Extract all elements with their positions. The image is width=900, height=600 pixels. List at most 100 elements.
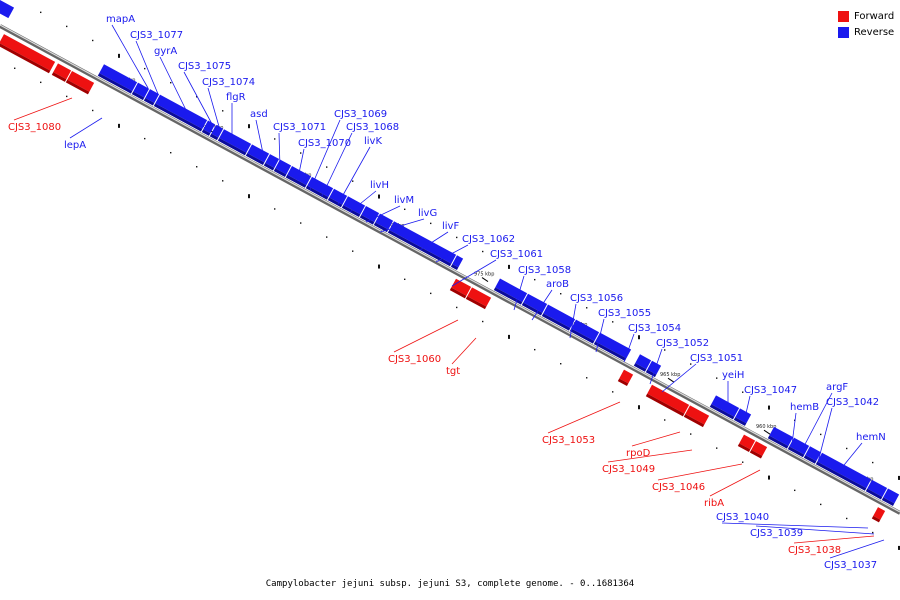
gene-label[interactable]: CJS3_1077 [130,30,183,41]
gene-yeih[interactable] [709,395,740,420]
gene-label[interactable]: livM [394,195,414,206]
gene-hemn[interactable] [815,452,872,491]
gene-label[interactable]: CJS3_1075 [178,61,231,72]
gene-box [275,159,292,175]
gene-hemb[interactable] [767,426,794,449]
leader-line [419,231,449,251]
gene-label[interactable]: lepA [64,140,86,151]
gene-label[interactable]: argF [826,382,848,393]
gene-label[interactable]: livK [364,136,382,147]
gene-label[interactable]: CJS3_1062 [462,234,515,245]
gene-label[interactable]: CJS3_1080 [8,122,61,133]
gene-label[interactable]: hemN [856,432,886,443]
gene-cjs3-1074[interactable] [209,124,224,141]
gene-cjs3-1049[interactable] [683,405,710,428]
kbp-label: 965 kbp [660,372,680,378]
gene-livk[interactable] [327,188,348,208]
gene-cjs3-1040[interactable] [865,479,888,500]
gene-label[interactable]: tgt [446,366,460,377]
gene-label[interactable]: CJS3_1071 [273,122,326,133]
gene-rpod[interactable] [645,384,690,417]
gene-label[interactable]: CJS3_1042 [826,397,879,408]
gene-label[interactable]: CJS3_1051 [690,353,743,364]
gene-livg[interactable] [373,213,394,233]
gene-cjs3-1051[interactable] [645,360,662,378]
gene-label[interactable]: livH [370,180,389,191]
gene-cjs3-1058[interactable] [493,278,528,305]
gene-cjs3-1042[interactable] [803,446,822,464]
gene-label[interactable]: ribA [704,498,724,509]
gene-cjs3-1068[interactable] [305,176,334,200]
gene-box [595,332,632,359]
gene-cjs3-1046[interactable] [737,434,756,453]
tick-dot [846,517,848,520]
gene-argf[interactable] [787,437,810,458]
gene-label[interactable]: CJS3_1060 [388,354,441,365]
gene-flgr[interactable] [217,129,252,156]
gene-cjs3-1055[interactable] [569,319,600,344]
gene-cjs3-1077[interactable] [143,89,160,106]
gene-cjs3-1047[interactable] [733,408,752,426]
gene-box [145,89,160,103]
gene-cjs3-1052[interactable] [633,354,652,372]
gene-label[interactable]: CJS3_1058 [518,265,571,276]
gene-label[interactable]: livG [418,208,437,219]
gene-cjs3-1060[interactable] [449,278,472,299]
gene-mapa[interactable] [131,82,150,101]
tick-dot [898,475,900,480]
gene-label[interactable]: CJS3_1054 [628,323,681,334]
gene-label[interactable]: CJS3_1052 [656,338,709,349]
gene-label[interactable]: CJS3_1049 [602,464,655,475]
gene-livf[interactable] [387,221,457,267]
gene-cjs3-1080[interactable] [65,70,95,95]
gene-cjs3-1071[interactable] [263,154,280,171]
gene-label[interactable]: CJS3_1038 [788,545,841,556]
gene-cjs3-1069[interactable] [285,166,312,188]
gene-lepa[interactable] [97,64,138,94]
gene-label[interactable]: yeiH [722,370,744,381]
gene-label[interactable]: CJS3_1056 [570,293,623,304]
gene-label[interactable]: CJS3_1070 [298,138,351,149]
forward-swatch [838,10,849,22]
gene-box-shadow [541,313,571,331]
gene-label[interactable]: CJS3_1069 [334,109,387,120]
gene-cjs3-1039[interactable] [881,488,900,506]
gene-cjs3-1053[interactable] [617,369,634,387]
gene-label[interactable]: hemB [790,402,819,413]
gene-partial[interactable] [0,0,15,19]
tick-dot [898,545,900,550]
gene-cjs3-1062[interactable] [450,255,464,271]
gene-cjs3-1070[interactable] [273,159,292,177]
leader-line [513,275,525,311]
gene-label[interactable]: aroB [546,279,569,290]
gene-label[interactable]: gyrA [154,46,177,57]
gene-label[interactable]: livF [442,221,459,232]
gene-cjs3-1056[interactable] [541,304,576,331]
gene-label[interactable]: CJS3_1068 [346,122,399,133]
gene-label[interactable]: CJS3_1046 [652,482,705,493]
gene-label[interactable]: CJS3_1074 [202,77,255,88]
gene-box [685,405,710,425]
gene-label[interactable]: CJS3_1039 [750,528,803,539]
gene-box [523,293,548,313]
gene-box [451,278,472,296]
gene-label[interactable]: CJS3_1040 [716,512,769,523]
gene-gyra[interactable] [153,94,208,132]
gene-label[interactable]: mapA [106,14,135,25]
gene-label[interactable]: flgR [226,92,246,103]
gene-label[interactable]: asd [250,109,268,120]
gene-box-shadow [733,417,747,426]
gene-cjs3-1080[interactable] [0,34,56,74]
gene-label[interactable]: CJS3_1053 [542,435,595,446]
gene-label[interactable]: CJS3_1061 [490,249,543,260]
gene-cjs3-1080[interactable] [51,63,72,82]
gene-riba[interactable] [749,441,768,459]
gene-label[interactable]: CJS3_1037 [824,560,877,571]
gene-cjs3-1038[interactable] [871,507,886,523]
gene-box [769,426,794,446]
gene-tgt[interactable] [465,287,492,310]
gene-label[interactable]: CJS3_1047 [744,385,797,396]
gene-label[interactable]: CJS3_1055 [598,308,651,319]
gene-label[interactable]: rpoD [626,448,651,459]
gene-cjs3-1054[interactable] [593,332,632,361]
